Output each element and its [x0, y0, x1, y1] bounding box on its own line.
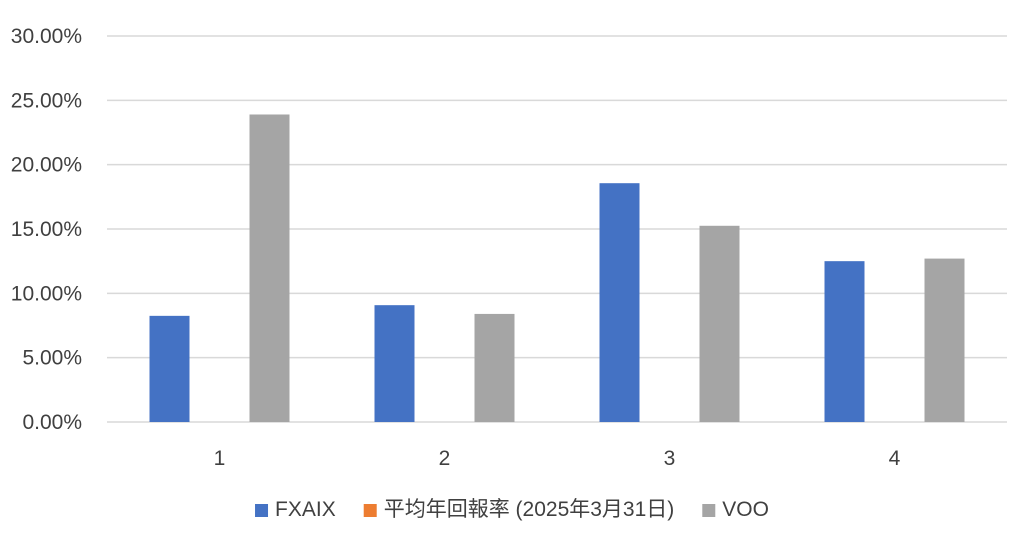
y-tick-label: 15.00%: [11, 218, 82, 241]
bar-voo-1: [249, 114, 290, 422]
y-tick-label: 30.00%: [11, 25, 82, 48]
legend-swatch: [702, 504, 716, 517]
bar-voo-4: [924, 258, 965, 422]
x-tick-label: 4: [889, 447, 901, 470]
y-tick-label: 20.00%: [11, 154, 82, 177]
gridlines: [107, 35, 1007, 423]
legend-swatch: [363, 504, 377, 517]
y-tick-label: 25.00%: [11, 89, 82, 112]
y-tick-label: 10.00%: [11, 282, 82, 305]
legend-label: 平均年回報率 (2025年3月31日): [384, 498, 675, 521]
bar-fxaix-1: [149, 315, 190, 422]
x-tick-label: 2: [439, 447, 451, 470]
bar-fxaix-2: [374, 305, 415, 422]
legend-item: 平均年回報率 (2025年3月31日): [363, 498, 675, 521]
x-tick-label: 3: [664, 447, 676, 470]
legend-item: VOO: [702, 498, 769, 521]
legend: FXAIX 平均年回報率 (2025年3月31日) VOO: [255, 498, 769, 521]
legend-swatch: [255, 504, 269, 517]
bar-fxaix-3: [599, 183, 640, 422]
legend-label: VOO: [722, 498, 769, 521]
bars: [149, 114, 965, 422]
bar-voo-2: [474, 313, 515, 422]
legend-item: FXAIX: [255, 498, 336, 521]
y-tick-label: 5.00%: [22, 347, 82, 370]
x-tick-label: 1: [214, 447, 226, 470]
y-tick-label: 0.00%: [22, 411, 82, 434]
bar-fxaix-4: [824, 261, 865, 422]
legend-label: FXAIX: [275, 498, 336, 521]
bar-voo-3: [699, 225, 740, 422]
x-axis-ticks: 1 2 3 4: [214, 447, 901, 470]
y-axis-ticks: 0.00% 5.00% 10.00% 15.00% 20.00% 25.00% 30.00%: [11, 25, 82, 434]
